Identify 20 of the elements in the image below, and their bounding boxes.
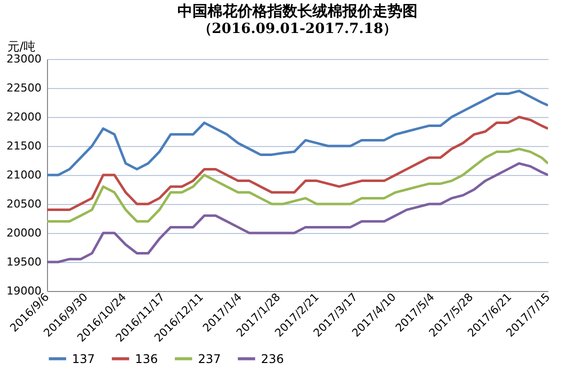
line-series xyxy=(47,116,548,212)
legend-label: 137 xyxy=(72,352,95,366)
y-axis-title: 元/吨 xyxy=(8,40,36,54)
legend-label: 237 xyxy=(198,352,221,366)
legend-label: 136 xyxy=(135,352,158,366)
line-series xyxy=(47,162,548,264)
y-tick-label: 19000 xyxy=(6,284,42,298)
chart-subtitle: （2016.09.01-2017.7.18） xyxy=(198,21,398,37)
legend-label: 236 xyxy=(261,352,284,366)
y-tick-label: 20000 xyxy=(6,226,42,240)
y-tick-label: 22000 xyxy=(6,110,42,124)
y-tick-label: 21000 xyxy=(6,168,42,182)
line-series xyxy=(47,148,548,223)
y-tick-label: 23000 xyxy=(6,52,42,66)
line-series xyxy=(47,90,548,176)
y-tick-label: 21500 xyxy=(6,140,42,152)
y-tick-label: 19500 xyxy=(6,256,42,268)
y-tick-label: 22500 xyxy=(6,82,42,94)
chart-title: 中国棉花价格指数长绒棉报价走势图 xyxy=(178,2,418,20)
y-tick-label: 20500 xyxy=(6,198,42,210)
